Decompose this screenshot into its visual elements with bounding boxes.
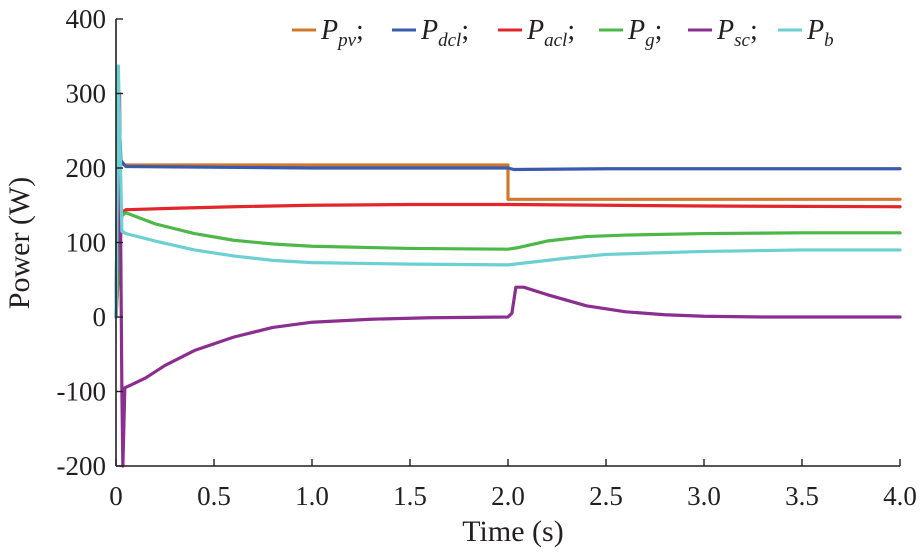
legend-item-b: Pb [778, 15, 834, 51]
legend-item-pv: Ppv; [292, 15, 364, 51]
x-tick-label: 2.5 [589, 481, 623, 511]
y-tick-label: -100 [57, 377, 107, 407]
series-layer [114, 64, 902, 468]
x-tick-label: 0.5 [197, 481, 231, 511]
x-tick-label: 1.0 [295, 481, 329, 511]
x-tick-label: 3.5 [785, 481, 819, 511]
y-tick-label: 300 [66, 79, 107, 109]
x-axis-title: Time (s) [462, 515, 563, 548]
legend-label: Pg; [627, 15, 662, 51]
legend: Ppv; Pdcl; Pacl; Pg; Psc; Pb [292, 15, 834, 51]
series-line-b [114, 64, 902, 319]
legend-label: Psc; [716, 15, 758, 51]
y-axis-title: Power (W) [3, 177, 36, 309]
legend-item-dcl: Pdcl; [392, 15, 469, 51]
x-tick-label: 4.0 [883, 481, 917, 511]
x-tick-label: 3.0 [687, 481, 721, 511]
legend-label: Pdcl; [420, 15, 469, 51]
ticks-layer: 0 0.5 1.0 1.5 2.0 2.5 3.0 3.5 4.0 -200 -100 0 100 200… [57, 4, 917, 511]
series-line-sc [114, 91, 902, 468]
y-tick-label: 100 [66, 228, 107, 258]
legend-item-acl: Pacl; [498, 15, 575, 51]
y-tick-label: -200 [57, 451, 107, 481]
legend-label: Pacl; [526, 15, 575, 51]
legend-item-sc: Psc; [688, 15, 758, 51]
x-tick-label: 2.0 [491, 481, 525, 511]
axes-layer [115, 19, 900, 467]
y-tick-label: 0 [93, 302, 107, 332]
legend-item-g: Pg; [599, 15, 662, 51]
legend-label: Pb [806, 15, 834, 51]
y-tick-label: 200 [66, 153, 107, 183]
series-line-g [114, 211, 902, 319]
x-tick-label: 1.5 [393, 481, 427, 511]
legend-label: Ppv; [320, 15, 364, 51]
y-tick-label: 400 [66, 4, 107, 34]
x-tick-label: 0 [109, 481, 123, 511]
series-line-acl [114, 202, 902, 319]
